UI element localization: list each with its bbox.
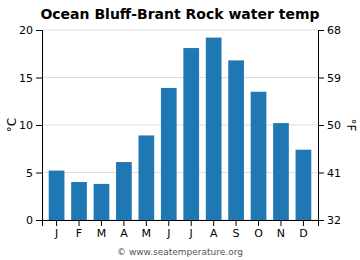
x-tick: O — [254, 220, 263, 240]
y2-tick: 41 — [318, 167, 341, 180]
tick-label: J — [166, 227, 170, 240]
tick-label: F — [76, 227, 82, 240]
annotation: © www.seatemperature.org — [117, 247, 243, 257]
tick-mark — [123, 220, 124, 226]
y2-tick: 59 — [318, 72, 341, 85]
y2-axis: 32 41 50 59 68 — [318, 24, 341, 227]
tick-mark — [101, 220, 102, 226]
tick-label: 10 — [19, 119, 33, 132]
x-tick: F — [76, 220, 82, 240]
x-tick: A — [210, 220, 218, 240]
tick-mark — [36, 220, 42, 221]
tick-label: 0 — [26, 214, 33, 227]
tick-mark — [280, 220, 281, 226]
tick-label: 32 — [327, 214, 341, 227]
y2-tick: 32 — [318, 214, 341, 227]
x-axis: JFMAMJJASOND — [43, 220, 319, 240]
y2-tick: 50 — [318, 119, 341, 132]
tick-mark — [318, 30, 324, 31]
bar — [161, 88, 177, 220]
bar — [71, 182, 87, 220]
x-tick: J — [54, 220, 58, 240]
y-tick: 0 — [26, 214, 42, 227]
tick-mark — [168, 220, 169, 226]
grid-line — [42, 30, 318, 31]
bar — [206, 38, 222, 220]
tick-label: J — [54, 227, 58, 240]
x-tick: M — [97, 220, 107, 240]
bar — [94, 184, 110, 220]
x-tick: M — [142, 220, 152, 240]
x-tick: D — [299, 220, 307, 240]
y-axis-title: °C — [5, 118, 19, 132]
bar — [138, 135, 154, 220]
tick-mark — [213, 220, 214, 226]
y2-tick: 68 — [318, 24, 341, 37]
tick-mark — [36, 78, 42, 79]
tick-mark — [318, 125, 324, 126]
axis-line — [319, 31, 325, 221]
plot-area — [49, 38, 312, 220]
bar — [296, 150, 312, 220]
y2-axis-title: °F — [344, 119, 358, 132]
tick-mark — [79, 220, 80, 226]
tick-label: M — [142, 227, 152, 240]
tick-label: A — [120, 227, 128, 240]
tick-mark — [146, 220, 147, 226]
bar — [228, 60, 244, 220]
bar — [49, 171, 65, 220]
tick-mark — [318, 220, 324, 221]
x-tick: N — [277, 220, 285, 240]
x-tick: S — [233, 220, 240, 240]
y-axis: 0 5 10 15 20 — [19, 24, 43, 227]
tick-label: 15 — [19, 72, 33, 85]
y-tick: 5 — [26, 167, 42, 180]
tick-mark — [318, 173, 324, 174]
y-tick: 15 — [19, 72, 42, 85]
tick-label: O — [254, 227, 263, 240]
tick-label: 50 — [327, 119, 341, 132]
tick-label: S — [233, 227, 240, 240]
grid — [42, 30, 318, 220]
tick-label: A — [210, 227, 218, 240]
tick-label: 68 — [327, 24, 341, 37]
tick-label: 20 — [19, 24, 33, 37]
tick-label: D — [299, 227, 307, 240]
bar — [116, 162, 132, 220]
tick-mark — [36, 125, 42, 126]
grid-line — [42, 77, 318, 78]
y-tick: 20 — [19, 24, 42, 37]
x-tick: A — [120, 220, 128, 240]
bar — [183, 48, 199, 220]
x-tick: J — [166, 220, 170, 240]
chart: JFMAMJJASOND051015203241505968°C°FOcean … — [0, 0, 360, 260]
tick-mark — [303, 220, 304, 226]
tick-mark — [56, 220, 57, 226]
x-tick: J — [189, 220, 193, 240]
tick-mark — [318, 78, 324, 79]
tick-label: N — [277, 227, 285, 240]
title: Ocean Bluff-Brant Rock water temp — [40, 6, 319, 22]
y-tick: 10 — [19, 119, 42, 132]
axis-line — [36, 31, 43, 221]
tick-label: 59 — [327, 72, 341, 85]
bar — [273, 123, 289, 220]
tick-mark — [236, 220, 237, 226]
tick-label: 41 — [327, 167, 341, 180]
tick-mark — [36, 173, 42, 174]
tick-mark — [258, 220, 259, 226]
tick-mark — [36, 30, 42, 31]
tick-label: M — [97, 227, 107, 240]
tick-mark — [191, 220, 192, 226]
axis-line — [43, 221, 319, 227]
tick-label: 5 — [26, 167, 33, 180]
bar — [251, 92, 267, 220]
tick-label: J — [189, 227, 193, 240]
